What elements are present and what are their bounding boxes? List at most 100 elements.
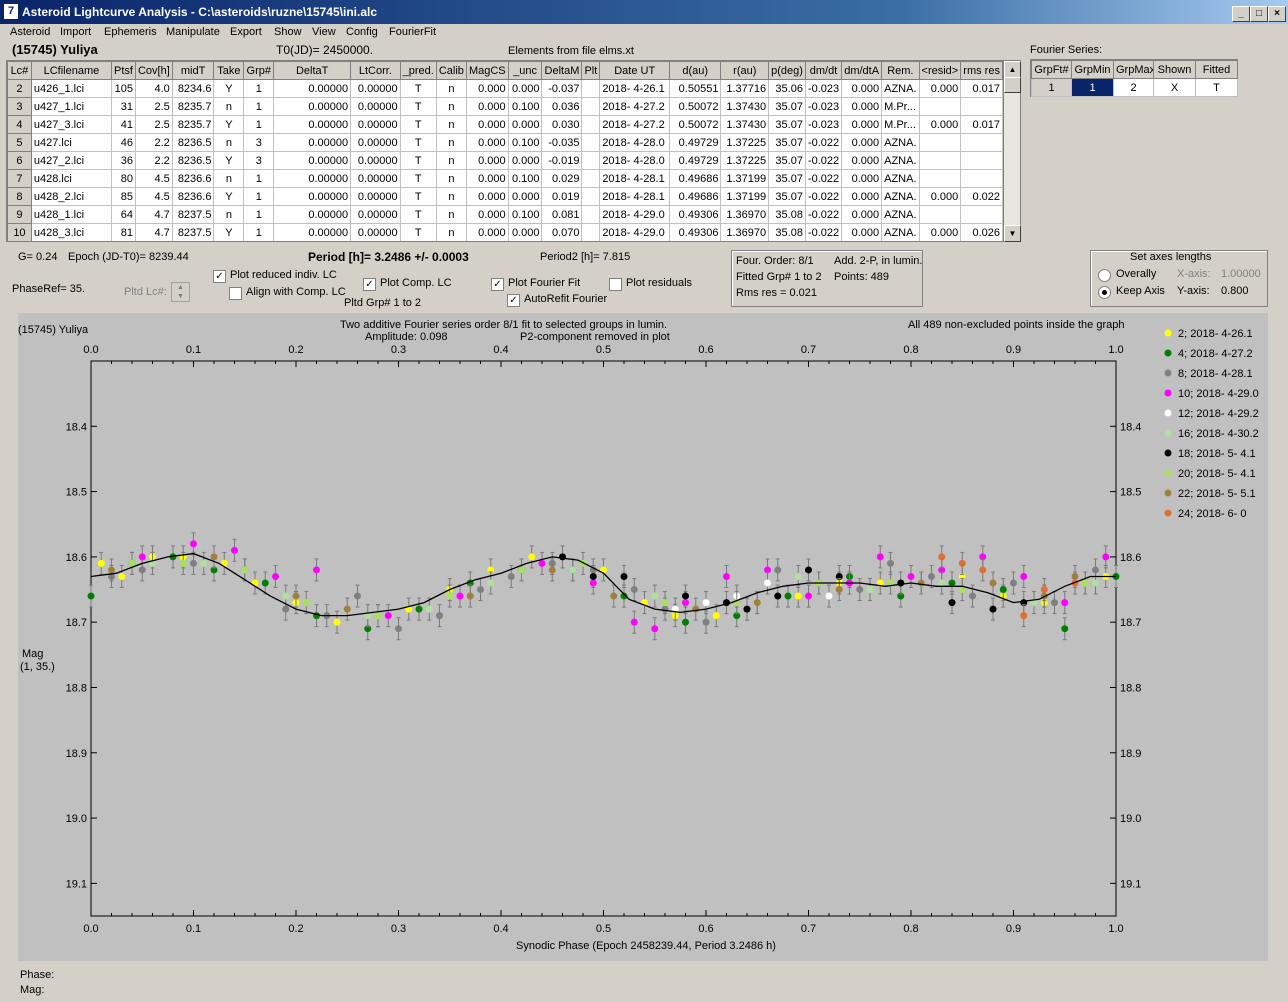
table-cell[interactable]: 0.00000	[273, 115, 352, 134]
fourier-table[interactable]: GrpFt# GrpMin GrpMax Shown Fitted 1 1 2 …	[1030, 59, 1238, 97]
table-cell[interactable]: T	[399, 115, 437, 134]
table-cell[interactable]: 35.07	[768, 133, 806, 152]
table-cell[interactable]: 0.000	[841, 205, 883, 224]
table-cell[interactable]: 2.5	[134, 115, 173, 134]
table-cell[interactable]: 0.000	[841, 97, 883, 116]
table-cell[interactable]: 4.0	[134, 79, 173, 98]
table-cell[interactable]: 0.00000	[273, 169, 352, 188]
column-header[interactable]: Grp#	[243, 61, 275, 80]
row-number[interactable]: 9	[7, 205, 32, 224]
table-cell[interactable]: AZNA.	[881, 223, 920, 241]
table-cell[interactable]: Y	[213, 223, 245, 241]
column-header[interactable]: Plt	[581, 61, 601, 80]
table-cell[interactable]: n	[435, 205, 467, 224]
table-cell[interactable]: 0.49306	[669, 223, 722, 241]
table-cell[interactable]: -0.022	[804, 205, 843, 224]
table-cell[interactable]: n	[435, 151, 467, 170]
table-cell[interactable]: 2018- 4-28.0	[599, 151, 671, 170]
table-cell[interactable]: 0.022	[960, 187, 1003, 206]
row-number[interactable]: 5	[7, 133, 32, 152]
table-cell[interactable]: 64	[110, 205, 136, 224]
table-cell[interactable]: AZNA.	[881, 169, 920, 188]
table-cell[interactable]: n	[435, 169, 467, 188]
row-number[interactable]: 3	[7, 97, 32, 116]
column-header[interactable]: Take	[213, 61, 245, 80]
table-cell[interactable]: 0.50072	[669, 97, 722, 116]
table-cell[interactable]: 1.37225	[720, 151, 770, 170]
table-cell[interactable]: 0.000	[841, 133, 883, 152]
table-cell[interactable]: 0.00000	[350, 223, 401, 241]
table-cell[interactable]: Y	[213, 115, 245, 134]
table-cell[interactable]: 0.100	[507, 97, 543, 116]
table-cell[interactable]	[918, 205, 962, 224]
table-cell[interactable]: 8236.5	[171, 151, 215, 170]
table-cell[interactable]: 0.00000	[273, 151, 352, 170]
table-cell[interactable]: n	[435, 187, 467, 206]
table-cell[interactable]	[581, 187, 601, 206]
table-cell[interactable]: AZNA.	[881, 133, 920, 152]
table-row[interactable]: 2 u426_1.lci 105 4.0 8234.6 Y 1 0.00000 0.00000 T…	[7, 79, 1003, 98]
plot-fourier-checkbox[interactable]: ✓	[491, 278, 504, 291]
table-cell[interactable]: -0.022	[804, 187, 843, 206]
table-cell[interactable]	[581, 97, 601, 116]
lightcurve-plot[interactable]: 0.0 0.0 0.1 0.1 0.2 0.2 0.3 0.3 0.4 0.4 0.5 0.5 0.6 0…	[18, 313, 1268, 961]
table-cell[interactable]: 0.00000	[350, 187, 401, 206]
table-cell[interactable]: -0.022	[804, 169, 843, 188]
menu-show[interactable]: Show	[274, 26, 302, 38]
table-cell[interactable]: 0.000	[465, 223, 509, 241]
table-cell[interactable]: 0.100	[507, 205, 543, 224]
table-cell[interactable]: -0.023	[804, 115, 843, 134]
table-cell[interactable]: 8237.5	[171, 223, 215, 241]
table-cell[interactable]: T	[399, 133, 437, 152]
table-cell[interactable]: n	[213, 97, 245, 116]
table-cell[interactable]: 35.07	[768, 97, 806, 116]
table-cell[interactable]: 35.06	[768, 79, 806, 98]
table-cell[interactable]: 0.00000	[273, 79, 352, 98]
table-cell[interactable]: AZNA.	[881, 205, 920, 224]
column-header[interactable]: LCfilename	[30, 61, 112, 80]
menu-export[interactable]: Export	[230, 26, 262, 38]
table-cell[interactable]: -0.022	[804, 133, 843, 152]
table-cell[interactable]: 0.000	[507, 223, 543, 241]
table-cell[interactable]: 41	[110, 115, 136, 134]
table-cell[interactable]: 2018- 4-28.1	[599, 187, 671, 206]
plot-svg[interactable]: 0.0 0.0 0.1 0.1 0.2 0.2 0.3 0.3 0.4 0.4 0.5 0.5 0.6 0…	[18, 313, 1268, 961]
column-header[interactable]: Date UT	[599, 61, 671, 80]
table-cell[interactable]: Y	[213, 187, 245, 206]
column-header[interactable]: Ptsf	[110, 61, 136, 80]
table-cell[interactable]: 4.7	[134, 205, 173, 224]
table-cell[interactable]: 3	[243, 133, 275, 152]
table-cell[interactable]: -0.023	[804, 97, 843, 116]
table-cell[interactable]: -0.035	[541, 133, 583, 152]
table-cell[interactable]: 4.5	[134, 169, 173, 188]
table-cell[interactable]: 35.07	[768, 151, 806, 170]
fourier-cell[interactable]: 1	[1031, 78, 1072, 97]
table-cell[interactable]: 0.00000	[350, 115, 401, 134]
table-cell[interactable]: u427.lci	[30, 133, 112, 152]
table-cell[interactable]: -0.023	[804, 79, 843, 98]
table-cell[interactable]: M.Pr...	[881, 115, 920, 134]
table-cell[interactable]: T	[399, 223, 437, 241]
table-cell[interactable]: 8235.7	[171, 97, 215, 116]
row-number[interactable]: 2	[7, 79, 32, 98]
table-cell[interactable]	[960, 169, 1003, 188]
table-cell[interactable]: 0.50072	[669, 115, 722, 134]
table-cell[interactable]: 0.000	[465, 97, 509, 116]
table-cell[interactable]: 0.000	[918, 187, 962, 206]
menu-view[interactable]: View	[312, 26, 336, 38]
table-cell[interactable]: 85	[110, 187, 136, 206]
table-cell[interactable]: 8235.7	[171, 115, 215, 134]
table-cell[interactable]: 0.017	[960, 115, 1003, 134]
table-cell[interactable]: 2018- 4-29.0	[599, 223, 671, 241]
table-cell[interactable]: 0.000	[841, 169, 883, 188]
plot-comp-checkbox[interactable]: ✓	[363, 278, 376, 291]
table-cell[interactable]	[581, 133, 601, 152]
table-cell[interactable]: 1	[243, 205, 275, 224]
table-cell[interactable]: 105	[110, 79, 136, 98]
table-cell[interactable]: 0.000	[507, 79, 543, 98]
table-cell[interactable]: T	[399, 151, 437, 170]
table-cell[interactable]: n	[435, 97, 467, 116]
